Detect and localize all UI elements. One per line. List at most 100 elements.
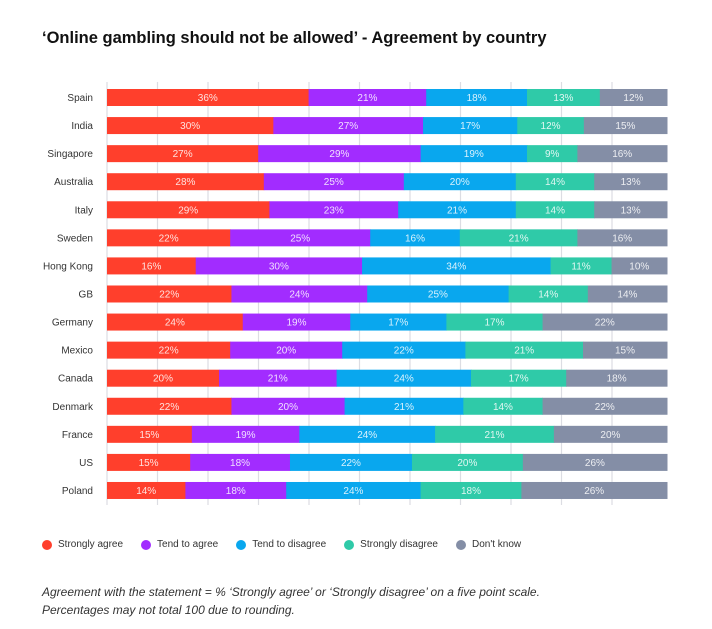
data-label: 15% bbox=[615, 121, 635, 132]
bar-segment bbox=[527, 145, 578, 163]
data-label: 21% bbox=[447, 205, 467, 216]
data-label: 22% bbox=[394, 346, 414, 357]
data-label: 14% bbox=[136, 486, 156, 497]
stacked-bar-chart: Spain 36% 21% 18% 13% 12% India 30% 27% 17% 12% 15%… bbox=[43, 82, 668, 505]
data-label: 11% bbox=[571, 261, 590, 272]
data-label: 20% bbox=[276, 346, 296, 357]
category-label: Canada bbox=[58, 374, 93, 385]
bar-segment bbox=[107, 285, 232, 303]
legend-item: Strongly agree bbox=[42, 539, 123, 550]
bar-segment bbox=[191, 425, 300, 443]
bar-segment bbox=[370, 229, 461, 247]
bar-segment bbox=[190, 453, 291, 471]
legend-label: Tend to disagree bbox=[252, 539, 327, 550]
bar-segment bbox=[550, 257, 613, 275]
legend: Strongly agree Tend to agree Tend to disag… bbox=[42, 539, 539, 550]
data-label: 16% bbox=[405, 233, 425, 244]
data-label: 24% bbox=[165, 318, 185, 329]
bar-segment bbox=[308, 89, 427, 106]
bar-segment bbox=[107, 397, 232, 415]
data-label: 17% bbox=[509, 374, 529, 385]
bar-segment bbox=[420, 481, 522, 499]
data-label: 22% bbox=[159, 402, 179, 413]
data-label: 21% bbox=[268, 374, 288, 385]
footnote-line-2: Percentages may not total 100 due to rou… bbox=[42, 603, 295, 617]
data-label: 21% bbox=[509, 233, 529, 244]
bar-segment bbox=[107, 425, 193, 443]
data-label: 12% bbox=[541, 121, 561, 132]
legend-label: Tend to agree bbox=[157, 539, 219, 550]
data-label: 21% bbox=[357, 93, 377, 104]
legend-item: Tend to agree bbox=[141, 539, 218, 550]
bar-segment bbox=[577, 229, 668, 247]
category-label: Sweden bbox=[57, 233, 93, 244]
bar-segment bbox=[411, 453, 524, 471]
data-label: 15% bbox=[139, 430, 159, 441]
bar-segment bbox=[521, 481, 668, 499]
bar-segment bbox=[107, 481, 186, 499]
bar-segment bbox=[230, 229, 371, 247]
footnote: Agreement with the statement = % ‘Strong… bbox=[42, 583, 540, 619]
bar-segment bbox=[594, 173, 668, 191]
bar-segment bbox=[362, 257, 552, 275]
bar-segment bbox=[577, 145, 668, 163]
legend-item: Strongly disagree bbox=[344, 539, 438, 550]
data-label: 18% bbox=[230, 458, 250, 469]
legend-swatch bbox=[456, 539, 466, 550]
category-label: India bbox=[71, 121, 93, 132]
data-label: 20% bbox=[450, 177, 470, 188]
bar-segment bbox=[599, 89, 668, 106]
data-label: 14% bbox=[493, 402, 513, 413]
bar-segment bbox=[471, 369, 567, 387]
bar-segment bbox=[342, 341, 466, 359]
footnote-line-1: Agreement with the statement = % ‘Strong… bbox=[42, 585, 540, 599]
data-label: 13% bbox=[621, 177, 641, 188]
bar-segment bbox=[263, 173, 405, 191]
data-label: 26% bbox=[584, 486, 604, 497]
data-label: 25% bbox=[428, 289, 448, 300]
category-label: Singapore bbox=[47, 149, 93, 160]
bar-segment bbox=[515, 173, 595, 191]
bar-segment bbox=[542, 397, 668, 415]
category-label: Mexico bbox=[61, 346, 93, 357]
bar-segment bbox=[258, 145, 422, 163]
bar-segment bbox=[299, 425, 436, 443]
data-label: 28% bbox=[175, 177, 195, 188]
data-label: 17% bbox=[388, 318, 408, 329]
bar-segment bbox=[195, 257, 363, 275]
bar-segment bbox=[459, 229, 578, 247]
bar-segment bbox=[587, 285, 668, 303]
bar-segment bbox=[398, 201, 517, 219]
bar-segment bbox=[107, 453, 191, 471]
bar-segment bbox=[107, 229, 231, 247]
legend-label: Strongly disagree bbox=[360, 539, 438, 550]
data-label: 18% bbox=[226, 486, 246, 497]
data-label: 22% bbox=[595, 402, 615, 413]
bar-segment bbox=[426, 89, 528, 106]
category-label: France bbox=[62, 430, 94, 441]
bar-segment bbox=[463, 397, 544, 415]
data-label: 16% bbox=[612, 149, 632, 160]
data-label: 20% bbox=[457, 458, 477, 469]
bar-segment bbox=[289, 453, 413, 471]
data-label: 20% bbox=[600, 430, 620, 441]
data-label: 14% bbox=[545, 177, 565, 188]
bar-segment bbox=[446, 313, 544, 331]
data-label: 27% bbox=[173, 149, 193, 160]
bar-segment bbox=[286, 481, 422, 499]
bar-segment bbox=[566, 369, 668, 387]
bar-segment bbox=[107, 145, 259, 163]
bar-segment bbox=[336, 369, 472, 387]
bar-segment bbox=[107, 117, 274, 135]
data-label: 29% bbox=[178, 205, 198, 216]
bar-segment bbox=[231, 285, 368, 303]
category-label: Spain bbox=[67, 93, 93, 104]
bar-segment bbox=[269, 201, 399, 219]
data-label: 22% bbox=[595, 318, 615, 329]
bar-segment bbox=[367, 285, 510, 303]
data-label: 29% bbox=[329, 149, 349, 160]
bar-segment bbox=[219, 369, 338, 387]
data-label: 9% bbox=[545, 149, 560, 160]
data-label: 22% bbox=[159, 289, 179, 300]
data-label: 24% bbox=[394, 374, 414, 385]
